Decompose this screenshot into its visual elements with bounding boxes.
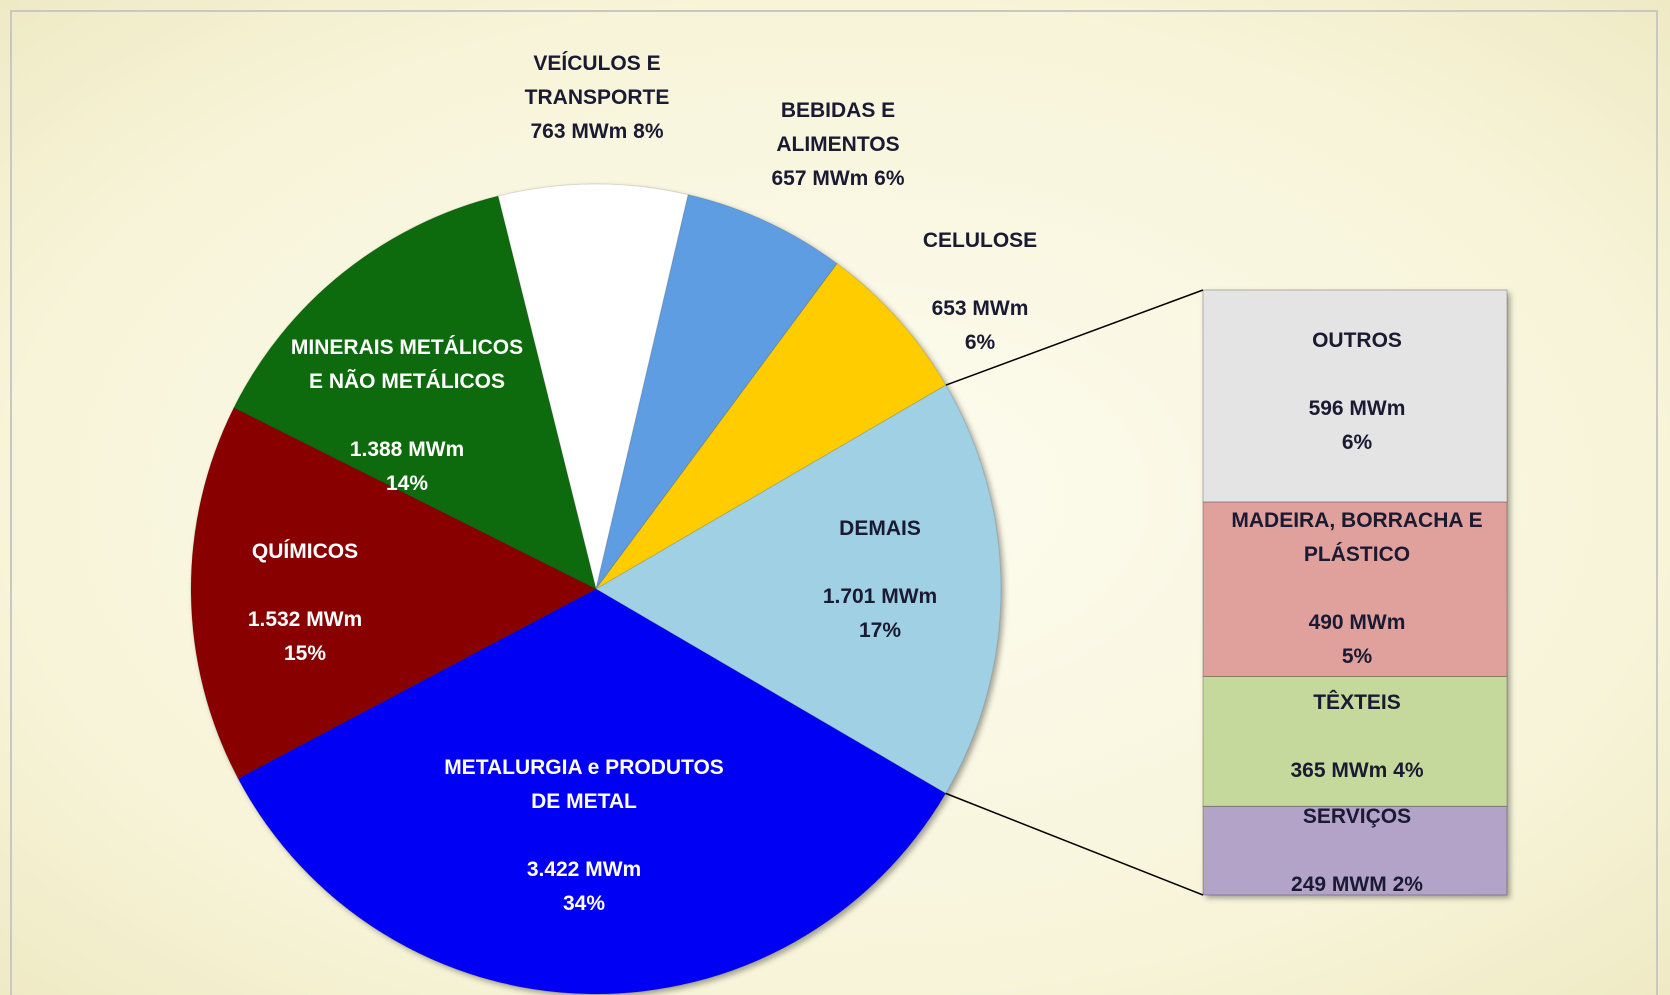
- pie-slice: [595, 194, 838, 590]
- connector: [945, 792, 1204, 896]
- data-label: TÊXTEIS 365 MWm 4%: [1237, 686, 1477, 788]
- pie: [190, 183, 1002, 995]
- data-label: SERVIÇOS 249 MWM 2%: [1237, 800, 1477, 902]
- data-label: DEMAIS 1.701 MWm 17%: [780, 512, 980, 648]
- label-value: 34%: [562, 892, 606, 915]
- label-name: QUÍMICOS: [251, 540, 359, 563]
- label-value: 8%: [633, 120, 664, 143]
- label-value: 596 MWm: [1308, 397, 1406, 421]
- bar-segment: [1202, 289, 1508, 503]
- data-label: OUTROS 596 MWm 6%: [1217, 324, 1497, 460]
- label-value: 490 MWm: [1308, 611, 1406, 635]
- label-name: BEBIDAS E ALIMENTOS: [776, 99, 900, 156]
- label-value: 763 MWm: [530, 120, 628, 143]
- pie-slice: [595, 384, 1002, 795]
- label-value: 657 MWm: [771, 167, 869, 190]
- label-name: MADEIRA, BORRACHA E PLÁSTICO: [1231, 509, 1483, 567]
- label-value: 249 MWM: [1291, 872, 1387, 896]
- label-name: OUTROS: [1312, 329, 1402, 353]
- pie-slice: [233, 195, 597, 590]
- data-label: MADEIRA, BORRACHA E PLÁSTICO 490 MWm 5%: [1207, 504, 1507, 674]
- label-value: 17%: [858, 619, 902, 642]
- pie-slice: [190, 406, 598, 780]
- data-label: MINERAIS METÁLICOS E NÃO METÁLICOS 1.388 …: [282, 331, 532, 501]
- label-name: SERVIÇOS: [1302, 804, 1412, 828]
- label-value: 5%: [1341, 645, 1373, 669]
- label-value: 15%: [283, 642, 327, 665]
- bar-segment: [1202, 675, 1508, 807]
- pie-slice: [237, 588, 947, 995]
- data-label: VEÍCULOS E TRANSPORTE 763 MWm 8%: [482, 47, 712, 149]
- label-name: VEÍCULOS E TRANSPORTE: [524, 52, 670, 109]
- connector: [945, 289, 1204, 386]
- label-value: 6%: [874, 167, 905, 190]
- label-value: 4%: [1393, 759, 1424, 783]
- label-value: 1.701 MWm: [822, 585, 938, 608]
- pie-slice: [497, 183, 689, 590]
- data-label: BEBIDAS E ALIMENTOS 657 MWm 6%: [723, 94, 953, 196]
- data-label: QUÍMICOS 1.532 MWm 15%: [205, 535, 405, 671]
- data-label: METALURGIA e PRODUTOS DE METAL 3.422 MWm 3…: [434, 751, 734, 921]
- label-value: 2%: [1392, 872, 1423, 896]
- data-label: CELULOSE 653 MWm 6%: [900, 224, 1060, 360]
- label-value: 1.532 MWm: [247, 608, 363, 631]
- label-name: TÊXTEIS: [1313, 691, 1401, 715]
- label-name: METALURGIA e PRODUTOS DE METAL: [444, 756, 724, 813]
- label-value: 14%: [385, 472, 429, 495]
- bar-segment: [1202, 805, 1508, 896]
- label-value: 6%: [964, 331, 996, 354]
- label-value: 3.422 MWm: [526, 858, 642, 881]
- label-name: CELULOSE: [922, 229, 1038, 252]
- frame: [10, 10, 1658, 995]
- label-name: MINERAIS METÁLICOS E NÃO METÁLICOS: [290, 336, 524, 393]
- label-value: 365 MWm: [1290, 759, 1394, 783]
- label-value: 6%: [1341, 431, 1373, 455]
- label-value: 1.388 MWm: [349, 438, 465, 461]
- label-value: 653 MWm: [931, 297, 1029, 320]
- pie-slice: [595, 262, 947, 590]
- label-name: DEMAIS: [839, 517, 921, 540]
- bar-of-pie: [1202, 289, 1508, 896]
